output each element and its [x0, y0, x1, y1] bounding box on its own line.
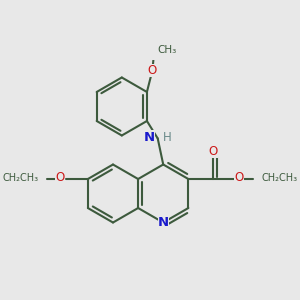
Text: H: H	[163, 130, 172, 143]
Text: O: O	[235, 171, 244, 184]
Text: O: O	[209, 145, 218, 158]
Text: O: O	[148, 64, 157, 77]
Text: CH₂CH₃: CH₂CH₃	[261, 173, 297, 183]
Text: N: N	[144, 130, 155, 143]
Text: CH₂CH₃: CH₂CH₃	[3, 173, 39, 183]
Text: O: O	[56, 171, 65, 184]
Text: CH₃: CH₃	[157, 44, 176, 55]
Text: N: N	[158, 216, 169, 229]
